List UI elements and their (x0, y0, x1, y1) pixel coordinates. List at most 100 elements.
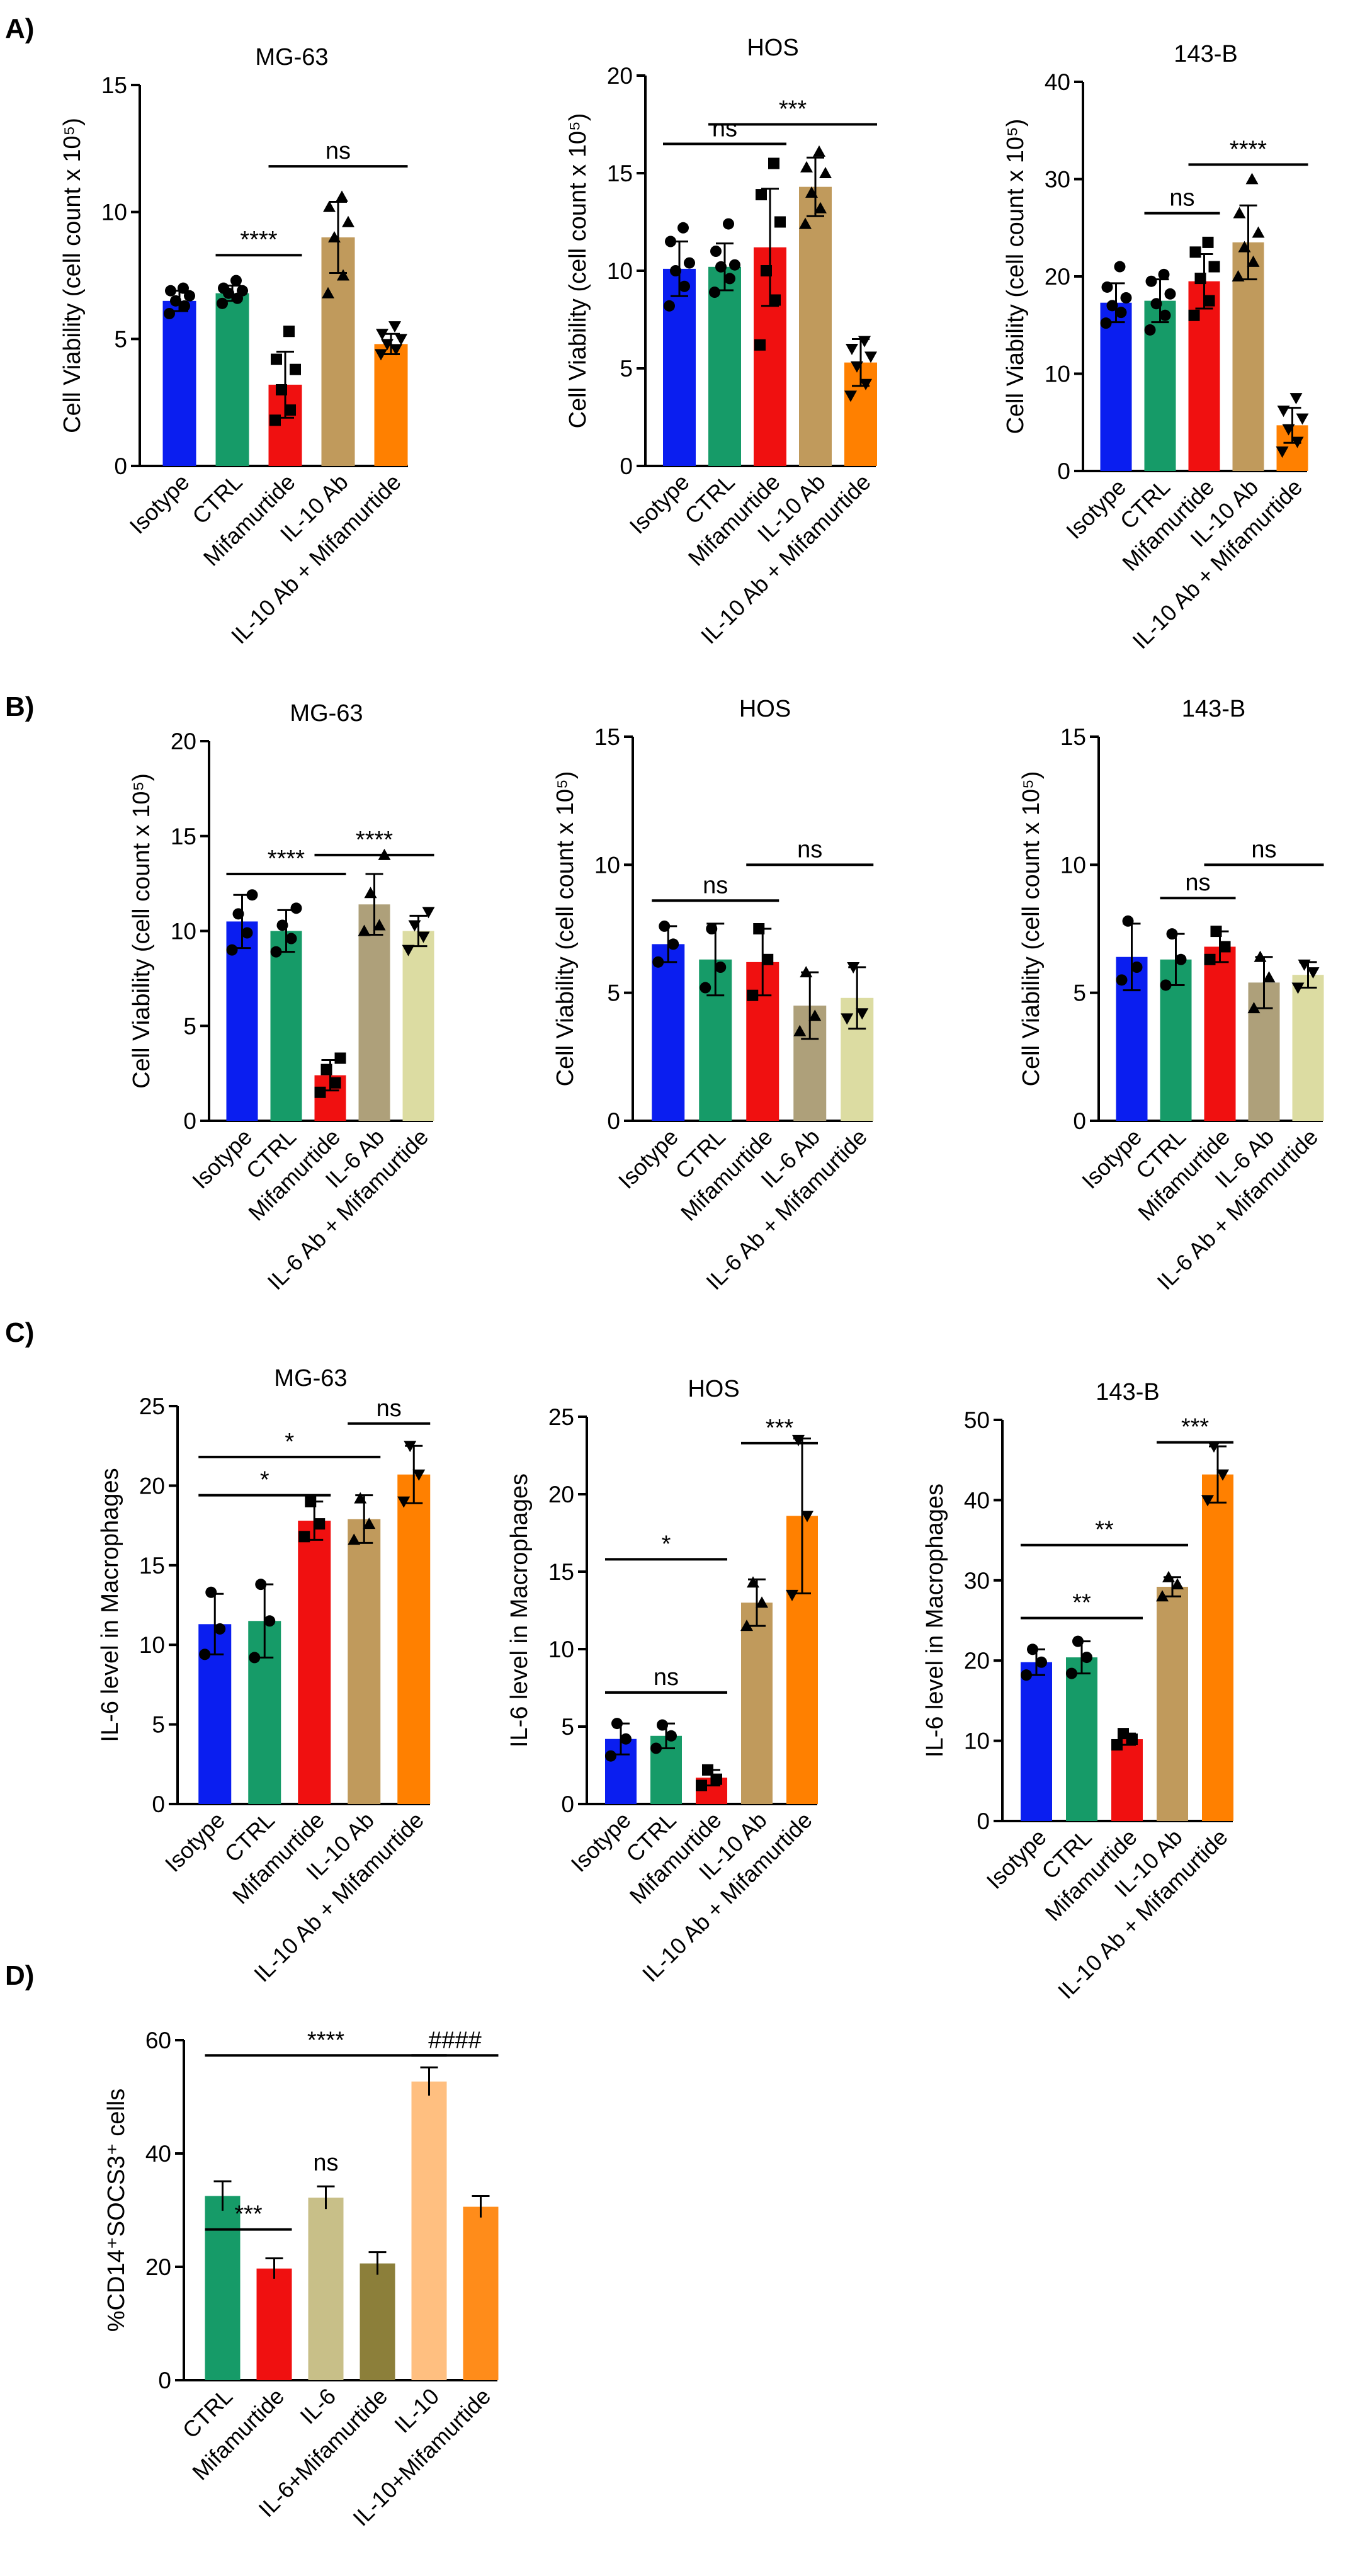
bar (1021, 1662, 1052, 1821)
bar (298, 1521, 331, 1804)
significance-label: ns (1185, 870, 1210, 896)
chart-title: HOS (747, 35, 798, 61)
data-point (664, 300, 675, 312)
chart-title: 143-B (1174, 41, 1237, 67)
data-point (1171, 1578, 1184, 1590)
chart-c-mg-63: MG-63 IL-6 level in Macrophages 0 5 10 15 20 25… (97, 1365, 431, 1987)
y-axis-label: Cell Viability (cell count x 10⁵) (1002, 119, 1029, 434)
data-point (402, 945, 415, 956)
data-point (1027, 1643, 1038, 1655)
data-point (1202, 236, 1214, 248)
data-point (1298, 959, 1311, 971)
data-point (1291, 982, 1305, 994)
bar (374, 344, 408, 466)
data-point (740, 1620, 753, 1631)
data-point (700, 982, 711, 994)
data-point (819, 167, 832, 178)
y-tick-label: 20 (145, 2254, 171, 2280)
significance-label: *** (779, 96, 807, 123)
data-point (1194, 273, 1206, 285)
data-point (358, 924, 371, 936)
y-tick-label: 0 (561, 1791, 574, 1817)
data-point (1160, 979, 1172, 991)
y-tick-label: 15 (548, 1559, 574, 1585)
data-point (334, 1052, 346, 1064)
y-tick-label: 10 (964, 1728, 990, 1754)
data-point (314, 1518, 326, 1530)
data-point (1306, 967, 1320, 979)
y-tick-label: 20 (139, 1473, 165, 1499)
significance-label: ns (797, 836, 822, 863)
data-point (724, 273, 735, 285)
y-axis-label: IL-6 level in Macrophages (922, 1484, 948, 1757)
data-point (723, 218, 734, 230)
data-point (769, 294, 781, 306)
y-tick-label: 60 (145, 2028, 171, 2053)
data-point (768, 157, 779, 169)
data-point (237, 285, 248, 297)
significance-label: ns (326, 138, 351, 164)
bar (708, 266, 741, 466)
data-point (1144, 324, 1156, 336)
bar (1157, 1586, 1188, 1821)
y-axis-label: Cell Viability (cell count x 10⁵) (565, 113, 591, 429)
y-tick-label: 0 (977, 1808, 990, 1834)
data-point (285, 404, 296, 416)
data-point (1277, 406, 1290, 417)
data-point (218, 282, 229, 294)
y-tick-label: 15 (101, 72, 127, 98)
y-tick-label: 0 (183, 1108, 196, 1134)
y-axis-label: Cell Viability (cell count x 10⁵) (59, 118, 86, 433)
data-point (1208, 1441, 1220, 1453)
data-point (348, 1533, 361, 1545)
data-point (285, 933, 297, 945)
significance-label: **** (268, 846, 305, 872)
data-point (706, 923, 718, 934)
data-point (774, 216, 786, 228)
y-tick-label: 5 (620, 356, 633, 382)
y-tick-label: 20 (607, 63, 633, 89)
data-point (813, 145, 825, 157)
bar (205, 2196, 241, 2380)
data-point (696, 1779, 707, 1791)
data-point (864, 351, 877, 363)
data-point (1036, 1656, 1047, 1668)
bar (1066, 1657, 1097, 1821)
data-point (659, 920, 671, 932)
chart-title: MG-63 (255, 44, 328, 71)
y-axis-label: Cell Viability (cell count x 10⁵) (128, 773, 155, 1089)
y-tick-label: 20 (548, 1482, 574, 1507)
data-point (322, 287, 334, 298)
significance-label: **** (307, 2027, 344, 2053)
y-tick-label: 0 (152, 1791, 165, 1817)
significance-label: *** (234, 2201, 263, 2228)
data-point (702, 1764, 713, 1776)
data-point (422, 907, 435, 919)
data-point (217, 297, 228, 309)
data-point (611, 1718, 623, 1730)
panel-label-c: C) (5, 1317, 34, 1348)
significance-label: ns (703, 872, 728, 899)
data-point (1208, 261, 1220, 273)
data-point (1118, 1728, 1129, 1740)
data-point (1072, 1635, 1084, 1647)
data-point (364, 887, 377, 899)
data-point (684, 257, 695, 269)
data-point (657, 1719, 668, 1731)
data-point (1245, 173, 1259, 184)
y-tick-label: 15 (594, 724, 620, 750)
significance-label: ns (1251, 836, 1276, 863)
chart-b-mg-63: MG-63 Cell Viability (cell count x 10⁵) 0 5… (128, 700, 435, 1295)
chart-title: MG-63 (274, 1365, 347, 1392)
significance-label: ** (1072, 1590, 1091, 1616)
data-point (1262, 971, 1276, 983)
data-point (249, 1652, 261, 1664)
data-point (1254, 950, 1267, 962)
y-tick-label: 30 (1045, 167, 1070, 193)
chart-title: 143-B (1182, 696, 1245, 722)
bar (411, 2081, 447, 2380)
data-point (679, 280, 690, 292)
significance-label: * (260, 1467, 269, 1494)
significance-label: ns (654, 1664, 679, 1691)
bar (321, 237, 355, 466)
